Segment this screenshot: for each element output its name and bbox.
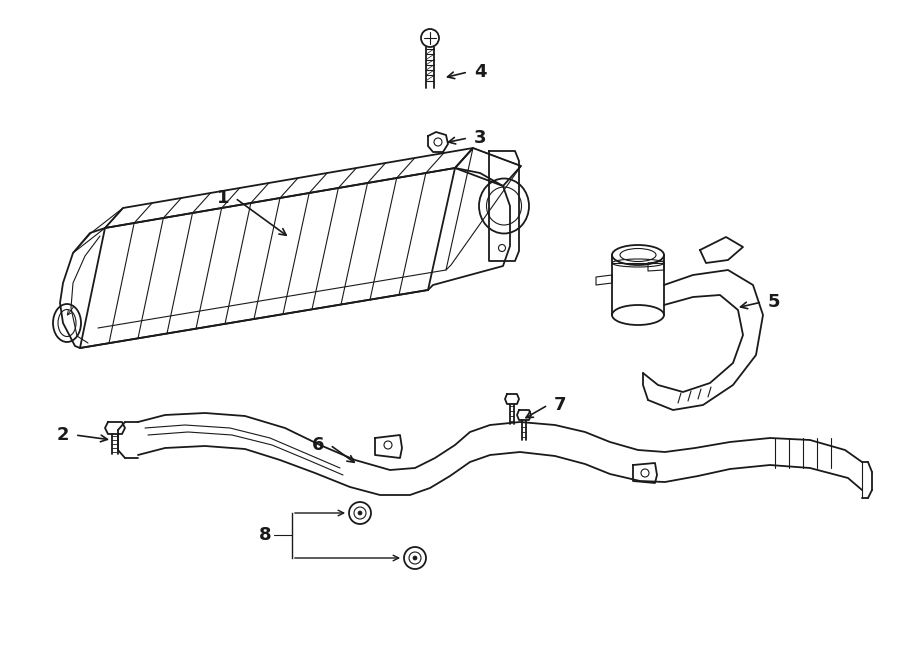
Text: 2: 2 (57, 426, 69, 444)
Text: 1: 1 (217, 189, 229, 207)
Circle shape (413, 556, 417, 560)
Text: 6: 6 (311, 436, 324, 454)
Text: 5: 5 (768, 293, 780, 311)
Circle shape (358, 511, 362, 515)
Text: 4: 4 (474, 63, 487, 81)
Text: 8: 8 (259, 526, 272, 544)
Text: 7: 7 (554, 396, 566, 414)
Text: 3: 3 (474, 129, 487, 147)
